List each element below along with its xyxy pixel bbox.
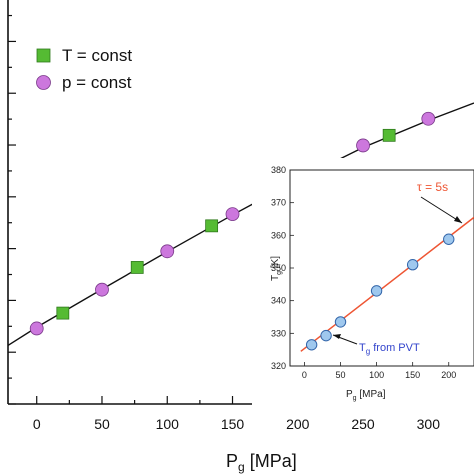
annotation-pvt-text: Tg from PVT: [359, 342, 420, 356]
legend-marker-circle: [36, 75, 51, 90]
main-x-tick-label: 200: [286, 416, 310, 432]
inset-y-axis-label: Tg [K]: [270, 256, 283, 281]
main-x-ticks: 0 50 100 150 200 250 300: [33, 396, 440, 432]
inset-chart: 320 330 340 350 360 370 380 0 50 100 150 200 Tg [K]…: [252, 158, 474, 406]
data-point-t-const: [382, 128, 396, 142]
data-point-p-const: [356, 138, 370, 153]
inset-data-point: [320, 329, 332, 342]
inset-y-tick-label: 340: [271, 296, 286, 306]
data-point-t-const: [130, 261, 144, 274]
inset-y-tick-label: 370: [271, 198, 286, 208]
legend-label-t-const: T = const: [62, 46, 132, 65]
data-point-p-const: [95, 282, 109, 297]
data-point-p-const: [421, 111, 436, 126]
main-x-tick-label: 100: [156, 416, 180, 432]
annotation-pvt: Tg from PVT: [332, 334, 420, 356]
data-point-p-const: [29, 321, 44, 336]
main-x-axis-label: Pg [MPa]: [226, 451, 297, 474]
main-x-tick-label: 0: [33, 416, 41, 432]
inset-x-tick-label: 150: [405, 370, 420, 380]
inset-x-tick-label: 100: [369, 370, 384, 380]
inset-x-tick-label: 50: [336, 370, 346, 380]
data-point-t-const: [56, 306, 70, 320]
inset-data-points: [305, 233, 455, 351]
inset-y-tick-label: 320: [271, 361, 286, 371]
main-x-tick-label: 300: [417, 416, 441, 432]
annotation-tau-text: τ = 5s: [417, 180, 448, 194]
inset-x-axis-label: Pg [MPa]: [346, 389, 386, 402]
inset-y-tick-label: 380: [271, 165, 286, 175]
legend-label-p-const: p = const: [62, 73, 132, 92]
inset-x-tick-label: 0: [302, 370, 307, 380]
legend-marker-square: [36, 48, 51, 63]
inset-data-point: [334, 316, 347, 328]
main-x-tick-label: 150: [221, 416, 245, 432]
inset-y-tick-label: 360: [271, 230, 286, 240]
main-x-tick-label: 250: [351, 416, 375, 432]
inset-y-tick-label: 330: [271, 328, 286, 338]
inset-ticks: 320 330 340 350 360 370 380 0 50 100 150 200: [271, 165, 456, 380]
inset-data-point: [305, 339, 318, 351]
inset-x-tick-label: 200: [441, 370, 456, 380]
data-point-p-const: [160, 244, 175, 259]
inset-data-point: [406, 259, 419, 271]
main-x-tick-label: 50: [94, 416, 110, 432]
data-point-p-const: [225, 207, 240, 222]
annotation-tau: τ = 5s: [417, 180, 463, 224]
inset-data-point: [370, 285, 383, 297]
inset-y-tick-label: 350: [271, 263, 286, 273]
data-point-t-const: [205, 219, 219, 233]
inset-data-point: [443, 233, 455, 245]
legend: T = const p = const: [36, 46, 132, 92]
